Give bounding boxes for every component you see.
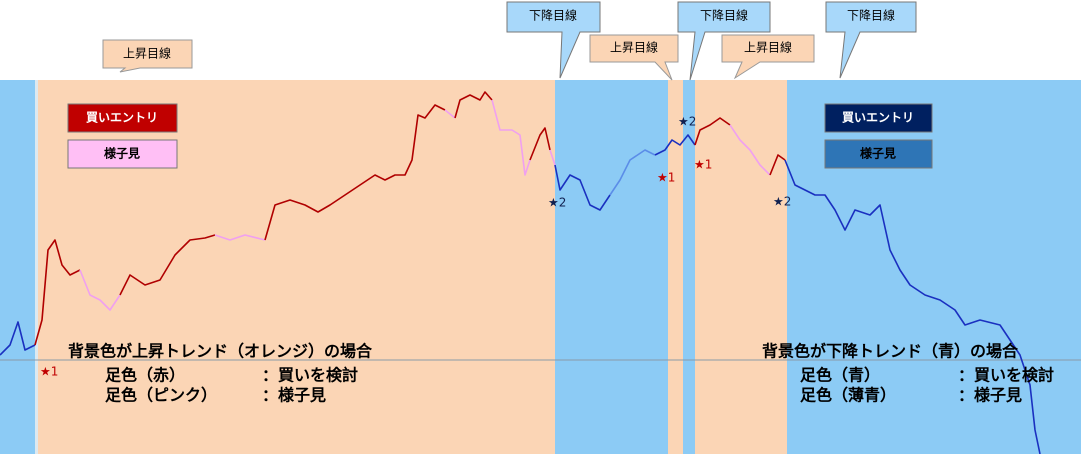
note-key: 足色（ピンク） [105,386,217,405]
price-red [264,104,446,241]
legend-label: 様子見 [104,146,140,161]
callout-label: 上昇目線 [610,40,658,55]
callout-up [721,34,815,80]
callout-label: 上昇目線 [744,40,792,55]
price-red [769,154,786,176]
down-band [0,80,35,454]
legend-box [67,103,178,133]
note-key: 足色（青） [800,366,880,385]
price-red [34,239,81,346]
price-blue [784,159,1041,454]
price-line [0,91,1041,454]
price-red [454,91,493,119]
price-pink [214,234,266,241]
legend-box [67,139,178,169]
price-pink [444,109,456,119]
callout-down [506,1,601,79]
note-value: ：買いを検討 [958,366,1054,385]
star-label: ★1 [657,171,675,185]
legend-label: 様子見 [860,146,896,161]
price-pink [549,149,556,166]
callout-label: 上昇目線 [123,46,171,61]
star-label: ★2 [773,195,791,209]
star-label: ★1 [694,158,712,172]
callout-down [677,1,771,81]
price-blue [554,164,611,211]
price-blue [0,321,36,356]
star-label: ★2 [678,115,696,129]
legend-label: 買いエントリ [842,111,914,125]
callout-label: 下降目線 [847,8,895,23]
legend-label: 買いエントリ [86,111,158,125]
gap-band [35,80,38,454]
up-band [668,80,683,454]
price-pink [491,99,531,176]
callout-up [102,39,193,73]
price-pink [79,269,121,311]
note-key: 足色（薄青） [800,386,896,405]
price-red [119,234,216,296]
callouts: 上昇目線 下降目線 上昇目線 下降目線 上昇目線 下降目線 [102,1,917,81]
note-key: 足色（赤） [105,366,185,385]
note-value: ：買いを検討 [262,366,358,385]
stars: ★1 ★1 ★1 ★2 ★2 ★2 [40,115,791,379]
note-value: ：様子見 [958,386,1022,405]
price-red [529,127,551,161]
callout-up [589,34,679,81]
callout-label: 下降目線 [700,8,748,23]
up-band [695,80,787,454]
star-label: ★2 [548,196,566,210]
star-label: ★1 [40,365,58,379]
legend-box [824,103,933,133]
callout-down [825,1,917,79]
notes: 背景色が上昇トレンド（オレンジ）の場合 足色（赤） ：買いを検討 足色（ピンク）… [68,342,1054,405]
price-lightblue [609,149,656,196]
price-blue [654,134,696,156]
price-pink [729,124,771,176]
note-title: 背景色が上昇トレンド（オレンジ）の場合 [68,342,373,361]
callout-label: 下降目線 [529,8,577,23]
legend-box [824,139,933,169]
legend: 買いエントリ 様子見 買いエントリ 様子見 [67,103,933,169]
down-band [555,80,668,454]
note-value: ：様子見 [262,386,326,405]
background-bands [0,80,1081,454]
note-title: 背景色が下降トレンド（青）の場合 [762,342,1019,361]
price-red [694,117,731,146]
